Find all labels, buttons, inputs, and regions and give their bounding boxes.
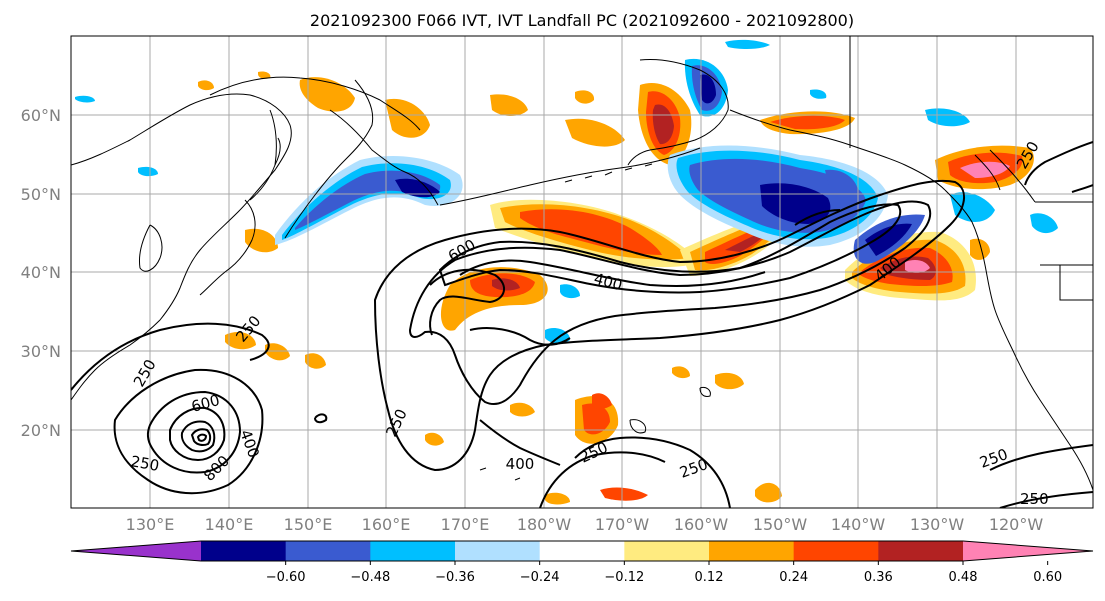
colorbar-tick-label: −0.60 bbox=[266, 570, 306, 585]
latitude-labels: 60°N 50°N 40°N 30°N 20°N bbox=[21, 106, 61, 440]
colorbar-bin bbox=[624, 541, 710, 561]
coastlines bbox=[71, 36, 1093, 491]
contour-labels: 600 400 250 400 250 250 600 400 800 250 … bbox=[129, 138, 1048, 508]
colorbar-tick-label: 0.36 bbox=[864, 570, 893, 585]
colorbar-bin bbox=[201, 541, 287, 561]
lat-label: 40°N bbox=[21, 263, 61, 282]
lon-label: 160°W bbox=[674, 515, 729, 534]
lon-label: 150°W bbox=[753, 515, 808, 534]
colorbar-tick-label: −0.12 bbox=[604, 570, 644, 585]
colorbar-bin bbox=[370, 541, 456, 561]
lon-label: 140°W bbox=[831, 515, 886, 534]
lon-label: 170°W bbox=[595, 515, 650, 534]
contour-label: 250 bbox=[1020, 490, 1049, 508]
contour-label: 400 bbox=[506, 455, 535, 473]
colorbar-bin bbox=[455, 541, 541, 561]
map-title: 2021092300 F066 IVT, IVT Landfall PC (20… bbox=[310, 11, 854, 30]
lon-label: 180°W bbox=[517, 515, 572, 534]
ivt-contours bbox=[71, 141, 1093, 508]
map-content: 600 400 250 400 250 250 600 400 800 250 … bbox=[71, 36, 1093, 508]
lat-label: 60°N bbox=[21, 106, 61, 125]
colorbar-tick-label: 0.12 bbox=[695, 570, 724, 585]
colorbar: −0.60 −0.48 −0.36 −0.24 −0.12 0.12 0.24 0.36 0.4… bbox=[70, 540, 1094, 585]
colorbar-tick-label: 0.24 bbox=[779, 570, 808, 585]
colorbar-bin bbox=[878, 541, 964, 561]
graticule bbox=[71, 36, 1093, 508]
colorbar-outline bbox=[70, 540, 1094, 562]
map-border bbox=[70, 35, 1094, 509]
colorbar-bin bbox=[709, 541, 795, 561]
colorbar-tick-label: 0.60 bbox=[1033, 570, 1062, 585]
lat-label: 30°N bbox=[21, 342, 61, 361]
colorbar-bin bbox=[285, 541, 371, 561]
longitude-labels: 130°E 140°E 150°E 160°E 170°E 180°W 170°… bbox=[126, 515, 1044, 534]
colorbar-bin bbox=[793, 541, 879, 561]
colorbar-tick-label: −0.36 bbox=[435, 570, 475, 585]
lon-label: 130°W bbox=[910, 515, 965, 534]
colorbar-tick-label: −0.48 bbox=[350, 570, 390, 585]
lat-label: 20°N bbox=[21, 421, 61, 440]
lon-label: 150°E bbox=[284, 515, 333, 534]
lon-label: 170°E bbox=[441, 515, 490, 534]
lon-label: 160°E bbox=[362, 515, 411, 534]
contour-label: 250 bbox=[129, 452, 160, 475]
colorbar-tick-label: −0.24 bbox=[520, 570, 560, 585]
colorbar-tick-label: 0.48 bbox=[949, 570, 978, 585]
lon-label: 140°E bbox=[205, 515, 254, 534]
colorbar-bin bbox=[539, 541, 625, 561]
colorbar-extend-min bbox=[71, 541, 201, 561]
colorbar-extend-max bbox=[963, 541, 1093, 561]
lon-label: 130°E bbox=[126, 515, 175, 534]
lon-label: 120°W bbox=[989, 515, 1044, 534]
lat-label: 50°N bbox=[21, 185, 61, 204]
